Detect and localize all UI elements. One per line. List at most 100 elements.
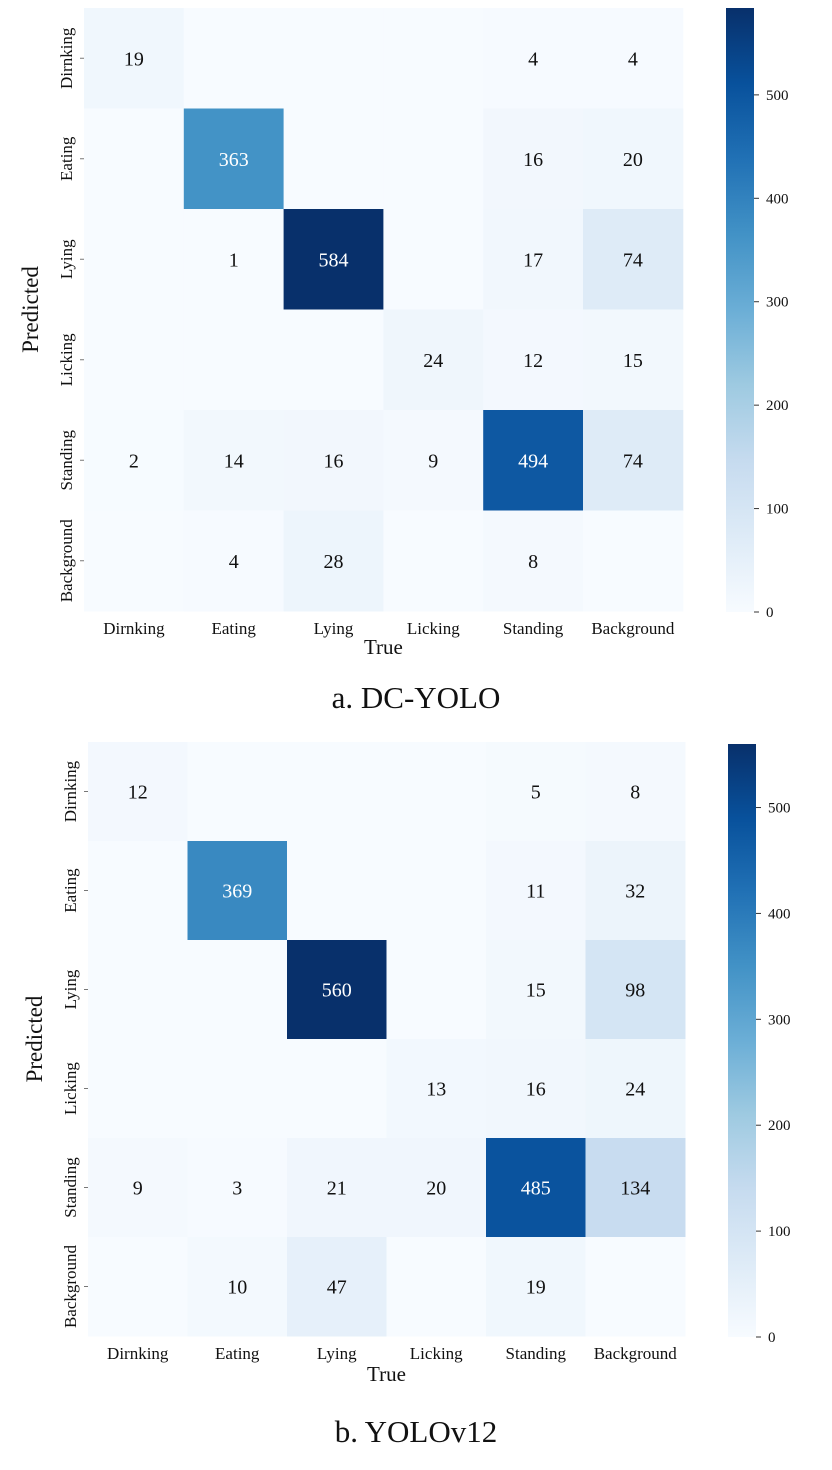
colorbar-tick-label: 200 (768, 1118, 791, 1134)
cell-value: 24 (625, 1079, 645, 1101)
cell-licking-eating (187, 1039, 288, 1139)
cell-standing-eating (183, 410, 285, 511)
cell-value: 19 (124, 48, 144, 70)
cell-licking-licking (386, 1039, 487, 1139)
cell-value: 4 (229, 551, 239, 573)
colorbar (726, 8, 754, 612)
cell-value: 134 (620, 1178, 650, 1200)
y-tick-label-standing: Standing (57, 430, 76, 491)
colorbar-tick-label: 400 (768, 906, 791, 922)
cell-standing-lying (287, 1138, 387, 1238)
cell-value: 14 (224, 450, 244, 472)
x-tick-label-eating: Eating (215, 1344, 260, 1363)
cell-standing-licking (383, 410, 484, 511)
cell-value: 13 (426, 1079, 446, 1101)
cell-value: 74 (623, 249, 643, 271)
cell-dirnking-eating (183, 8, 285, 109)
cell-background-dirnking (84, 510, 185, 612)
y-tick-label-eating: Eating (57, 136, 76, 181)
cell-value: 15 (623, 350, 643, 372)
cell-value: 19 (526, 1277, 546, 1299)
colorbar-tick-label: 400 (766, 191, 789, 207)
caption-dc-yolo: a. DC-YOLO (331, 680, 501, 715)
cell-background-standing (486, 1237, 586, 1337)
x-tick-label-lying: Lying (317, 1344, 357, 1363)
cell-dirnking-licking (383, 8, 484, 109)
cell-value: 47 (327, 1277, 347, 1299)
y-axis-title: Predicted (18, 266, 43, 353)
cell-background-eating (187, 1237, 288, 1337)
cell-lying-standing (483, 209, 584, 310)
cell-lying-eating (187, 940, 288, 1040)
x-axis-title: True (364, 635, 403, 659)
confusion-matrix-yolov12: 12 5 8 369 11 32 560 15 98 13 16 24 9 3 21 20 485 134 10 47… (22, 742, 791, 1386)
cell-dirnking-standing (483, 8, 584, 109)
cell-eating-eating (187, 841, 288, 941)
cell-standing-background (583, 410, 684, 511)
cell-value: 363 (219, 149, 249, 171)
colorbar-tick-label: 0 (768, 1330, 776, 1346)
caption-yolov12: b. YOLOv12 (334, 1414, 498, 1449)
y-tick-label-lying: Lying (57, 239, 76, 279)
y-tick-label-lying: Lying (61, 969, 80, 1009)
cell-standing-licking (386, 1138, 487, 1238)
cell-eating-licking (386, 841, 487, 941)
x-tick-label-eating: Eating (212, 619, 257, 638)
cell-background-background (583, 510, 684, 612)
colorbar-tick-label: 100 (766, 502, 789, 518)
cell-value: 24 (423, 350, 443, 372)
colorbar-tick-label: 500 (766, 88, 789, 104)
cell-value: 16 (523, 149, 543, 171)
y-tick-label-standing: Standing (61, 1157, 80, 1218)
cell-dirnking-standing (486, 742, 586, 842)
cell-background-licking (386, 1237, 487, 1337)
cell-value: 2 (129, 450, 139, 472)
cell-licking-dirnking (88, 1039, 188, 1139)
cell-standing-dirnking (84, 410, 185, 511)
cell-dirnking-licking (386, 742, 487, 842)
x-tick-label-licking: Licking (410, 1344, 463, 1363)
cell-licking-lying (287, 1039, 387, 1139)
cell-standing-dirnking (88, 1138, 188, 1238)
cell-licking-dirnking (84, 309, 185, 411)
cell-standing-lying (283, 410, 384, 511)
cell-value: 9 (428, 450, 438, 472)
cell-licking-background (583, 309, 684, 411)
colorbar-tick-label: 500 (768, 801, 791, 817)
cell-eating-background (583, 108, 684, 210)
cell-licking-standing (486, 1039, 586, 1139)
cell-value: 28 (324, 551, 344, 573)
cell-dirnking-lying (283, 8, 384, 109)
cell-value: 5 (531, 782, 541, 804)
cell-value: 17 (523, 249, 543, 271)
x-tick-label-lying: Lying (314, 619, 354, 638)
cell-value: 369 (222, 881, 252, 903)
cell-value: 20 (426, 1178, 446, 1200)
cell-lying-dirnking (84, 209, 185, 310)
cell-eating-dirnking (88, 841, 188, 941)
cell-lying-dirnking (88, 940, 188, 1040)
cell-background-dirnking (88, 1237, 188, 1337)
cell-lying-standing (486, 940, 586, 1040)
cell-value: 12 (128, 782, 148, 804)
cell-background-lying (287, 1237, 387, 1337)
cell-licking-background (585, 1039, 686, 1139)
cell-value: 10 (227, 1277, 247, 1299)
cell-dirnking-background (585, 742, 686, 842)
colorbar-tick-label: 300 (766, 295, 789, 311)
cell-lying-background (583, 209, 684, 310)
cell-value: 32 (625, 881, 645, 903)
cell-lying-background (585, 940, 686, 1040)
cell-standing-standing (486, 1138, 586, 1238)
cell-background-licking (383, 510, 484, 612)
cell-eating-dirnking (84, 108, 185, 210)
cell-dirnking-lying (287, 742, 387, 842)
x-tick-label-standing: Standing (503, 619, 564, 638)
colorbar-tick-label: 300 (768, 1012, 791, 1028)
cell-value: 8 (528, 551, 538, 573)
x-tick-label-licking: Licking (407, 619, 460, 638)
x-tick-label-background: Background (591, 619, 675, 638)
y-tick-label-licking: Licking (57, 333, 76, 386)
cell-dirnking-background (583, 8, 684, 109)
